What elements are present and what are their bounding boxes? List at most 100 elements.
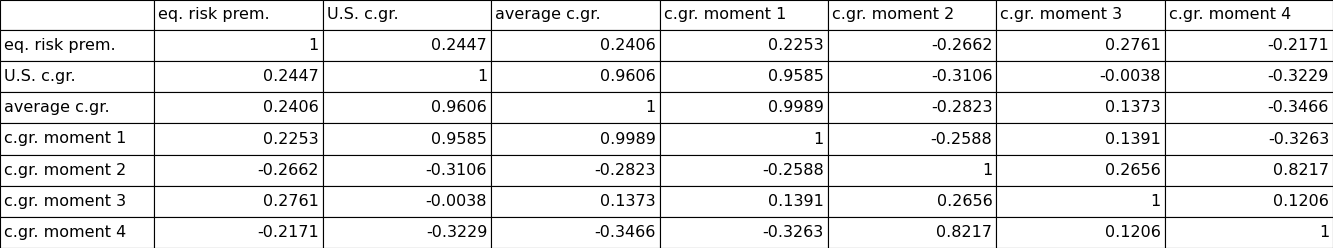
Bar xyxy=(491,92,660,124)
Bar xyxy=(1165,124,1333,155)
Text: c.gr. moment 1: c.gr. moment 1 xyxy=(4,131,127,147)
Text: 0.2656: 0.2656 xyxy=(1105,163,1161,178)
Bar xyxy=(0,124,155,155)
Bar xyxy=(155,155,323,186)
Bar xyxy=(660,186,828,217)
Text: -0.2171: -0.2171 xyxy=(1268,38,1329,53)
Text: U.S. c.gr.: U.S. c.gr. xyxy=(327,7,399,23)
Text: 0.1373: 0.1373 xyxy=(600,194,656,209)
Text: 0.2406: 0.2406 xyxy=(600,38,656,53)
Bar xyxy=(323,61,492,92)
Bar xyxy=(0,92,155,124)
Text: c.gr. moment 3: c.gr. moment 3 xyxy=(1000,7,1122,23)
Bar xyxy=(996,92,1165,124)
Bar xyxy=(828,30,996,61)
Bar xyxy=(996,30,1165,61)
Text: eq. risk prem.: eq. risk prem. xyxy=(4,38,116,53)
Bar xyxy=(996,155,1165,186)
Text: 1: 1 xyxy=(309,38,319,53)
Text: -0.2171: -0.2171 xyxy=(257,225,319,240)
Bar xyxy=(491,0,660,30)
Text: 1: 1 xyxy=(813,131,824,147)
Bar xyxy=(828,0,996,30)
Text: c.gr. moment 2: c.gr. moment 2 xyxy=(832,7,954,23)
Text: eq. risk prem.: eq. risk prem. xyxy=(159,7,271,23)
Text: -0.2588: -0.2588 xyxy=(762,163,824,178)
Bar xyxy=(828,61,996,92)
Text: c.gr. moment 3: c.gr. moment 3 xyxy=(4,194,127,209)
Bar xyxy=(323,124,492,155)
Text: 0.2761: 0.2761 xyxy=(263,194,319,209)
Bar xyxy=(155,92,323,124)
Text: -0.3466: -0.3466 xyxy=(595,225,656,240)
Text: c.gr. moment 4: c.gr. moment 4 xyxy=(4,225,127,240)
Text: 0.9606: 0.9606 xyxy=(600,69,656,84)
Bar xyxy=(828,186,996,217)
Bar xyxy=(996,61,1165,92)
Text: 0.9585: 0.9585 xyxy=(768,69,824,84)
Bar xyxy=(491,30,660,61)
Bar xyxy=(491,217,660,248)
Text: 1: 1 xyxy=(1318,225,1329,240)
Text: 0.1391: 0.1391 xyxy=(768,194,824,209)
Bar xyxy=(1165,92,1333,124)
Text: 0.9989: 0.9989 xyxy=(768,100,824,115)
Bar xyxy=(155,0,323,30)
Text: 0.1206: 0.1206 xyxy=(1105,225,1161,240)
Bar xyxy=(155,61,323,92)
Text: 0.1206: 0.1206 xyxy=(1273,194,1329,209)
Bar xyxy=(1165,217,1333,248)
Text: 0.9989: 0.9989 xyxy=(600,131,656,147)
Bar xyxy=(0,0,155,30)
Bar xyxy=(996,124,1165,155)
Text: c.gr. moment 2: c.gr. moment 2 xyxy=(4,163,127,178)
Bar xyxy=(660,61,828,92)
Text: 0.8217: 0.8217 xyxy=(936,225,992,240)
Bar xyxy=(0,155,155,186)
Text: -0.2662: -0.2662 xyxy=(257,163,319,178)
Bar xyxy=(996,186,1165,217)
Bar xyxy=(0,61,155,92)
Bar xyxy=(491,186,660,217)
Bar xyxy=(1165,0,1333,30)
Bar xyxy=(828,124,996,155)
Text: 0.2761: 0.2761 xyxy=(1105,38,1161,53)
Text: -0.0038: -0.0038 xyxy=(425,194,488,209)
Bar xyxy=(323,155,492,186)
Text: -0.3229: -0.3229 xyxy=(1268,69,1329,84)
Bar xyxy=(996,217,1165,248)
Text: 0.2447: 0.2447 xyxy=(263,69,319,84)
Text: 1: 1 xyxy=(1150,194,1161,209)
Text: 1: 1 xyxy=(982,163,992,178)
Text: -0.3106: -0.3106 xyxy=(930,69,992,84)
Bar xyxy=(155,124,323,155)
Text: -0.2662: -0.2662 xyxy=(930,38,992,53)
Bar xyxy=(491,124,660,155)
Bar xyxy=(491,155,660,186)
Bar xyxy=(323,30,492,61)
Bar xyxy=(660,0,828,30)
Text: -0.3229: -0.3229 xyxy=(425,225,488,240)
Bar xyxy=(660,217,828,248)
Text: average c.gr.: average c.gr. xyxy=(4,100,109,115)
Bar xyxy=(660,92,828,124)
Text: c.gr. moment 4: c.gr. moment 4 xyxy=(1169,7,1290,23)
Bar xyxy=(1165,30,1333,61)
Text: U.S. c.gr.: U.S. c.gr. xyxy=(4,69,76,84)
Text: -0.3106: -0.3106 xyxy=(425,163,488,178)
Bar xyxy=(0,30,155,61)
Bar xyxy=(660,30,828,61)
Text: -0.2823: -0.2823 xyxy=(595,163,656,178)
Bar xyxy=(323,217,492,248)
Bar xyxy=(491,61,660,92)
Text: 0.2406: 0.2406 xyxy=(263,100,319,115)
Text: -0.2588: -0.2588 xyxy=(930,131,992,147)
Bar xyxy=(996,0,1165,30)
Bar xyxy=(155,186,323,217)
Text: 1: 1 xyxy=(477,69,488,84)
Bar xyxy=(1165,186,1333,217)
Bar xyxy=(0,217,155,248)
Bar xyxy=(323,186,492,217)
Text: -0.3263: -0.3263 xyxy=(1268,131,1329,147)
Text: 0.2447: 0.2447 xyxy=(432,38,488,53)
